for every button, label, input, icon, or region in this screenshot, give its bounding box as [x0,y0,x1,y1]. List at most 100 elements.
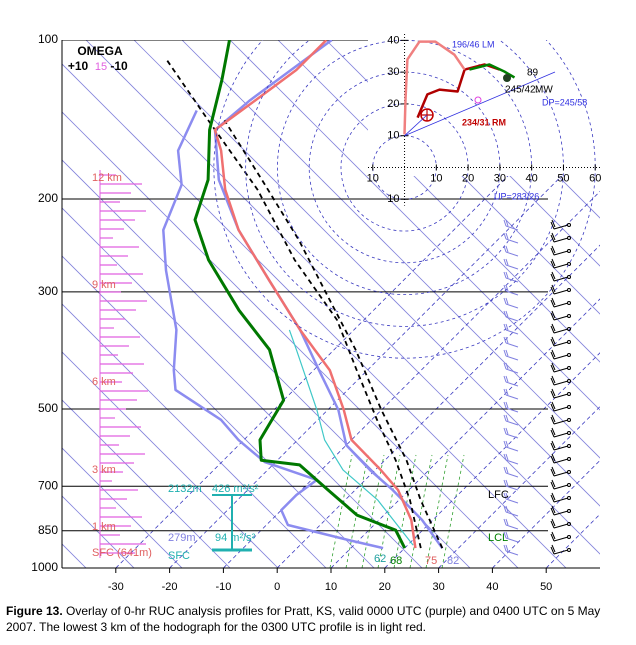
adiabat [62,399,231,568]
adiabat [62,447,183,568]
adiabat [62,351,279,568]
hodo-y-tick-label: 10 [387,130,399,142]
x-tick-label: -20 [162,581,178,593]
wind-barb-dot [567,522,571,526]
wind-barb-dot [567,470,571,474]
wind-barb-dot [567,314,571,318]
wind-barb [503,401,519,413]
annotation: 68 [390,555,402,567]
isotherm [223,190,600,568]
wind-barb [550,505,569,516]
hodo-x-tick-label: 40 [526,172,538,184]
wind-barb-dot [567,418,571,422]
adiabat [0,40,22,598]
wind-barb [550,466,569,477]
annotation: 94 m²/s² [215,532,256,544]
mixing-line [441,454,465,568]
wind-barb [550,349,569,360]
profile-line [165,59,422,549]
wind-barb [550,336,569,347]
hodo-label: UP=283/26 [494,191,539,201]
hodo-label: 234/31 RM [462,117,506,127]
hodo-label: DP=245/58 [542,97,587,107]
wind-barb-dot [567,548,571,552]
wind-barb [550,440,569,451]
x-tick-label: 20 [379,581,391,593]
wind-barb [550,284,569,295]
hodo-x-tick-label: 60 [589,172,601,184]
x-tick-label: 30 [432,581,444,593]
annotation: 82 [447,555,459,567]
wind-barb [503,336,519,348]
x-tick-label: 0 [274,581,280,593]
wind-barb-dot [567,535,571,539]
wind-barb [503,505,519,517]
isotherm [276,244,600,568]
y-tick-label: 700 [38,478,58,492]
wind-barb-dot [567,496,571,500]
wind-barb-dot [567,457,571,461]
height-label: 9 km [92,279,116,291]
mixing-line [329,454,353,568]
wind-barb-dot [567,262,571,266]
height-label: 3 km [92,464,116,476]
wind-barb-dot [567,405,571,409]
wind-barb [503,427,519,439]
wind-barb [550,518,569,529]
y-tick-label: 1000 [31,560,58,574]
annotation: 426 m²/s² [212,483,259,495]
isotherm [169,137,600,568]
wind-barb-dot [567,431,571,435]
wind-barb-dot [567,236,571,240]
adiabat [62,495,135,568]
y-tick-label: 850 [38,523,58,537]
mixing-line [361,454,385,568]
hodo-x-tick-label: 10 [430,172,442,184]
wind-barb [503,271,519,283]
hodo-label: MW [535,85,553,96]
adiabat [62,111,519,568]
wind-barb [503,544,519,556]
mixing-line [409,454,433,568]
wind-barb [550,362,569,373]
wind-barb [503,440,519,452]
height-label: 6 km [92,376,116,388]
height-label: 1 km [92,521,116,533]
hodo-x-tick-label: 30 [494,172,506,184]
wind-barb-dot [567,483,571,487]
adiabat [614,40,636,598]
hodo-y-tick-label: 40 [387,34,399,46]
hodo-y-tick-label: 10 [387,193,399,205]
height-label: SFC (641m) [92,547,152,559]
wind-barb [503,518,519,530]
wind-barb [550,492,569,503]
isotherm [330,298,600,568]
wind-barb [503,531,519,543]
hodo-line [403,40,466,135]
wind-barb [503,453,519,465]
wind-barb [550,323,569,334]
caption: Figure 13. Overlay of 0-hr RUC analysis … [6,603,632,635]
wind-barb-dot [567,444,571,448]
adiabat [62,255,375,568]
wind-barb [503,362,519,374]
wind-barb-dot [567,223,571,227]
storm-marker [474,96,482,104]
profile-line [288,329,414,546]
wind-barb [503,414,519,426]
wind-barb [550,453,569,464]
wind-barb-dot [567,379,571,383]
wind-barb-dot [567,301,571,305]
y-tick-label: 300 [38,284,58,298]
x-tick-label: -30 [108,581,124,593]
annotation: 279m [168,532,196,544]
wind-barb [503,388,519,400]
caption-label: Figure 13. [6,604,63,618]
adiabat [181,40,600,459]
wind-barb [503,479,519,491]
wind-barb-dot [567,249,571,253]
wind-barb [503,258,519,270]
wind-barb-dot [567,353,571,357]
grid [62,40,600,568]
y-tick-label: 500 [38,401,58,415]
